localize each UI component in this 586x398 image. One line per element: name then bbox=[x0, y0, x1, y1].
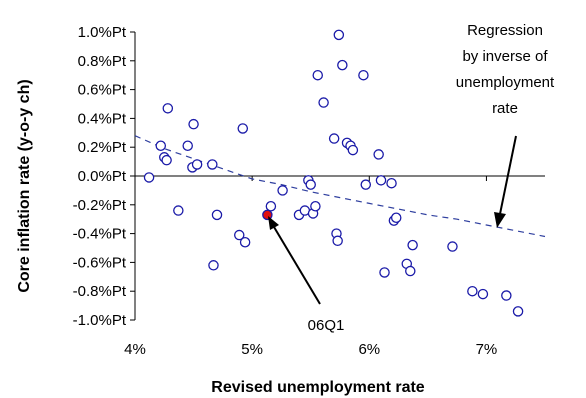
data-point bbox=[328, 133, 340, 144]
axes bbox=[130, 31, 545, 321]
data-point bbox=[501, 290, 512, 301]
x-tick-label: 4% bbox=[124, 341, 146, 358]
data-point bbox=[305, 179, 316, 190]
y-tick-label: 0.4%Pt bbox=[78, 110, 127, 127]
y-tick-label: 0.0%Pt bbox=[78, 168, 127, 185]
data-point bbox=[512, 306, 524, 317]
data-point bbox=[332, 235, 343, 247]
data-point bbox=[337, 59, 348, 71]
data-point bbox=[234, 229, 245, 241]
data-point bbox=[277, 185, 288, 196]
data-point bbox=[333, 29, 345, 41]
highlight-arrow-line bbox=[273, 226, 321, 305]
x-tick-label: 5% bbox=[241, 341, 263, 358]
regression-label-line: by inverse of bbox=[462, 48, 548, 65]
data-point bbox=[237, 123, 249, 134]
data-point bbox=[191, 159, 203, 170]
x-axis-title: Revised unemployment rate bbox=[211, 379, 425, 396]
data-point bbox=[360, 179, 372, 190]
y-tick-label: 0.6%Pt bbox=[78, 82, 127, 99]
data-point bbox=[390, 212, 402, 224]
data-point bbox=[143, 172, 155, 183]
y-tick-label: 0.2%Pt bbox=[78, 139, 127, 156]
y-tick-label: 1.0%Pt bbox=[78, 24, 127, 41]
y-tick-label: -1.0%Pt bbox=[73, 312, 127, 329]
annotation-arrows bbox=[268, 135, 517, 305]
highlight-point-06q1 bbox=[262, 209, 273, 221]
data-point bbox=[155, 140, 167, 152]
data-point bbox=[379, 267, 390, 278]
data-point bbox=[447, 241, 458, 252]
data-point bbox=[347, 144, 359, 156]
data-point bbox=[173, 205, 184, 216]
data-point bbox=[265, 200, 277, 212]
data-point bbox=[318, 97, 329, 108]
data-point bbox=[373, 149, 384, 160]
y-tick-label: -0.8%Pt bbox=[73, 283, 127, 300]
data-point bbox=[405, 265, 416, 277]
y-tick-label: -0.6%Pt bbox=[73, 254, 127, 271]
data-point bbox=[358, 69, 369, 81]
data-point bbox=[477, 288, 489, 300]
regression-label: Regression by inverse of unemployment rate bbox=[456, 22, 555, 117]
data-point bbox=[386, 177, 397, 189]
y-tick-label: -0.2%Pt bbox=[73, 197, 127, 214]
highlight-label: 06Q1 bbox=[308, 317, 345, 334]
y-tick-label: 0.8%Pt bbox=[78, 53, 127, 70]
data-point bbox=[312, 69, 323, 81]
regression-label-line: rate bbox=[492, 100, 518, 117]
data-point bbox=[310, 200, 321, 212]
data-point bbox=[211, 209, 223, 221]
regression-curve bbox=[134, 135, 546, 238]
data-point bbox=[467, 285, 478, 297]
data-point bbox=[375, 175, 387, 186]
highlight-arrow-head bbox=[268, 216, 279, 230]
data-point bbox=[182, 140, 193, 152]
data-point bbox=[407, 239, 418, 251]
regression-arrow-head bbox=[494, 212, 506, 228]
data-point bbox=[208, 260, 219, 271]
regression-label-line: Regression bbox=[467, 22, 543, 39]
data-point bbox=[162, 103, 174, 114]
data-point bbox=[207, 159, 218, 170]
regression-label-line: unemployment bbox=[456, 74, 555, 91]
y-tick-label: -0.4%Pt bbox=[73, 226, 127, 243]
data-points bbox=[143, 29, 524, 317]
tick-labels: 1.0%Pt 0.8%Pt 0.6%Pt 0.4%Pt 0.2%Pt 0.0%Pt -0.2… bbox=[73, 24, 498, 358]
data-point bbox=[161, 154, 172, 166]
data-point bbox=[239, 236, 251, 248]
data-point bbox=[188, 118, 199, 130]
regression-arrow-line bbox=[499, 135, 517, 215]
y-axis-title: Core inflation rate (y-o-y ch) bbox=[16, 79, 33, 292]
x-tick-label: 7% bbox=[476, 341, 498, 358]
x-tick-label: 6% bbox=[358, 341, 380, 358]
